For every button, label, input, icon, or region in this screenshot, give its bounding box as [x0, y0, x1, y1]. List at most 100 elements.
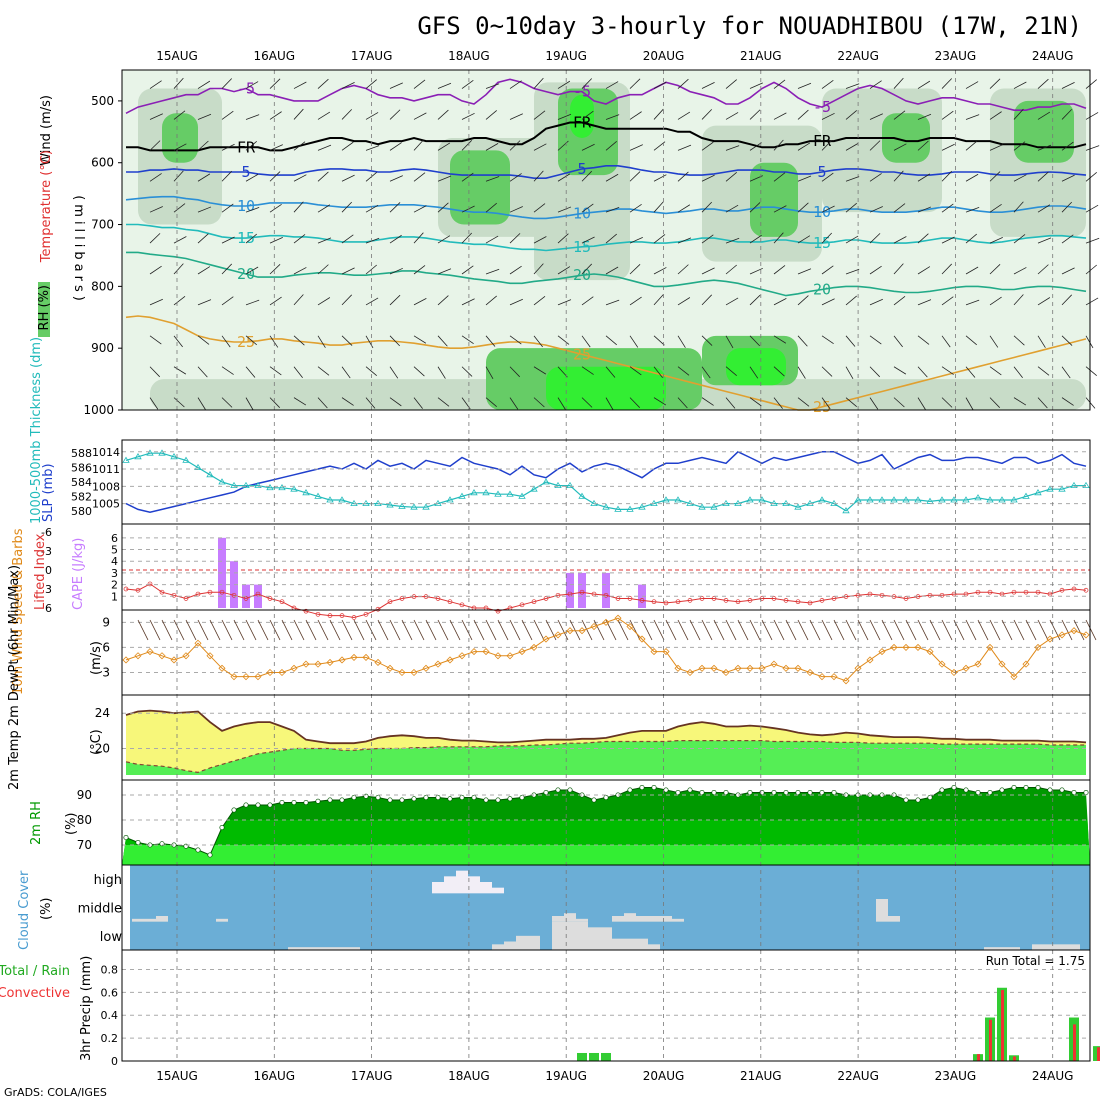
cloud-ylabel: Cloud Cover: [17, 870, 32, 950]
wind-speed-point: [770, 660, 778, 668]
wind-tick: 6: [102, 640, 110, 654]
rh2m-point: [375, 794, 381, 801]
date-top-24AUG: 24AUG: [1032, 49, 1074, 63]
wind-barb: [149, 619, 161, 641]
rh2m-point: [747, 789, 753, 796]
wind-barb: [365, 297, 379, 306]
li-point: [231, 592, 237, 598]
wind-barb: [629, 263, 641, 275]
cloud-bar-low: [576, 921, 588, 950]
wind-barb: [773, 232, 784, 244]
wind-barb: [989, 397, 1001, 408]
li-point: [603, 592, 609, 598]
wind-barb: [893, 77, 904, 89]
wind-barb: [533, 77, 544, 89]
wind-barb: [341, 174, 355, 182]
wind-barb: [749, 202, 761, 213]
wind-speed-point: [614, 614, 622, 622]
thickness-point: [554, 481, 562, 488]
li-point: [327, 613, 333, 618]
rh-region: [450, 150, 510, 225]
wind-barb: [725, 204, 739, 213]
ytick-label: 500: [91, 94, 114, 108]
thickness-point: [494, 490, 502, 497]
rh2m-point: [807, 789, 813, 796]
wind-speed-point: [794, 664, 802, 672]
rh2m-point: [1011, 784, 1017, 791]
rh2m-point: [423, 794, 429, 801]
li-tick: 6: [45, 602, 52, 615]
wind-barb: [293, 234, 306, 244]
wind-barb: [737, 619, 749, 641]
thickness-point: [386, 501, 394, 508]
precip-total-bar: [601, 1052, 611, 1061]
footer-credit: GrADS: COLA/IGES: [4, 1086, 107, 1099]
wind-barb: [437, 268, 452, 275]
wind-barb: [557, 113, 572, 120]
wind-barb: [797, 142, 811, 151]
wind-barb: [437, 202, 449, 213]
wind-speed-point: [302, 660, 310, 668]
wind-speed-point: [758, 664, 766, 672]
wind-barb: [437, 619, 449, 641]
rh-region: [162, 113, 198, 163]
thickness-point: [470, 489, 478, 496]
cloud-bar-middle: [612, 916, 624, 922]
wind-barb: [341, 141, 354, 151]
wind-barb: [221, 397, 233, 408]
wind-barb: [581, 170, 593, 182]
wind-barb: [725, 171, 737, 182]
date-bottom-18AUG: 18AUG: [448, 1069, 490, 1083]
wind-barb: [389, 267, 403, 275]
temp-unit: (°C): [89, 729, 104, 755]
wind-speed-point: [506, 652, 514, 660]
cape-tick: 5: [111, 544, 118, 557]
wind-barb: [461, 112, 475, 120]
li-point: [363, 611, 369, 617]
precip-conv-bar: [977, 1054, 980, 1061]
wind-barb: [365, 204, 379, 213]
cloud-bar-low: [1008, 947, 1020, 950]
wind-barb: [557, 397, 566, 410]
wind-barb: [677, 619, 689, 641]
wind-barb: [917, 173, 931, 182]
wind-barb: [773, 397, 783, 409]
isotherm-5: [126, 165, 1087, 179]
wind-barb: [197, 233, 209, 244]
wind-barb: [341, 294, 353, 306]
slp-tick: 1008: [92, 480, 120, 493]
cloud-bar-middle: [564, 913, 576, 922]
thickness-point: [458, 492, 466, 499]
wind-barb: [941, 78, 953, 89]
wind-barb: [845, 235, 859, 244]
wind-barb: [917, 80, 931, 89]
wind-barb: [1037, 237, 1052, 244]
wind-barb: [929, 619, 941, 641]
wind-speed-point: [926, 648, 934, 656]
thickness-point: [530, 485, 538, 492]
li-point: [867, 591, 873, 597]
thickness-point: [170, 453, 178, 460]
wind-barb: [533, 143, 547, 151]
precip-tick: 0.8: [101, 963, 119, 976]
wind-barb: [581, 335, 591, 348]
wind-speed-point: [554, 631, 562, 639]
li-point: [531, 599, 537, 605]
wind-barb: [149, 265, 162, 275]
precip-ylabel: 3hr Precip (mm): [79, 956, 94, 1061]
rh-legend-box: [38, 282, 50, 337]
wind-speed-point: [1010, 673, 1018, 681]
li-point: [723, 598, 729, 603]
wind-barb: [461, 140, 473, 151]
rh2m-point: [699, 789, 705, 796]
thickness-point: [254, 481, 262, 488]
wind-barb: [149, 80, 162, 89]
rh2m-point: [927, 794, 933, 801]
thickness-tick: 588: [71, 447, 92, 460]
thickness-point: [1058, 485, 1066, 492]
wind-barb: [269, 204, 282, 213]
cape-tick: 3: [111, 567, 118, 580]
wind-barb: [773, 335, 787, 344]
wind-barb: [1013, 81, 1027, 89]
thickness-point: [242, 481, 250, 488]
